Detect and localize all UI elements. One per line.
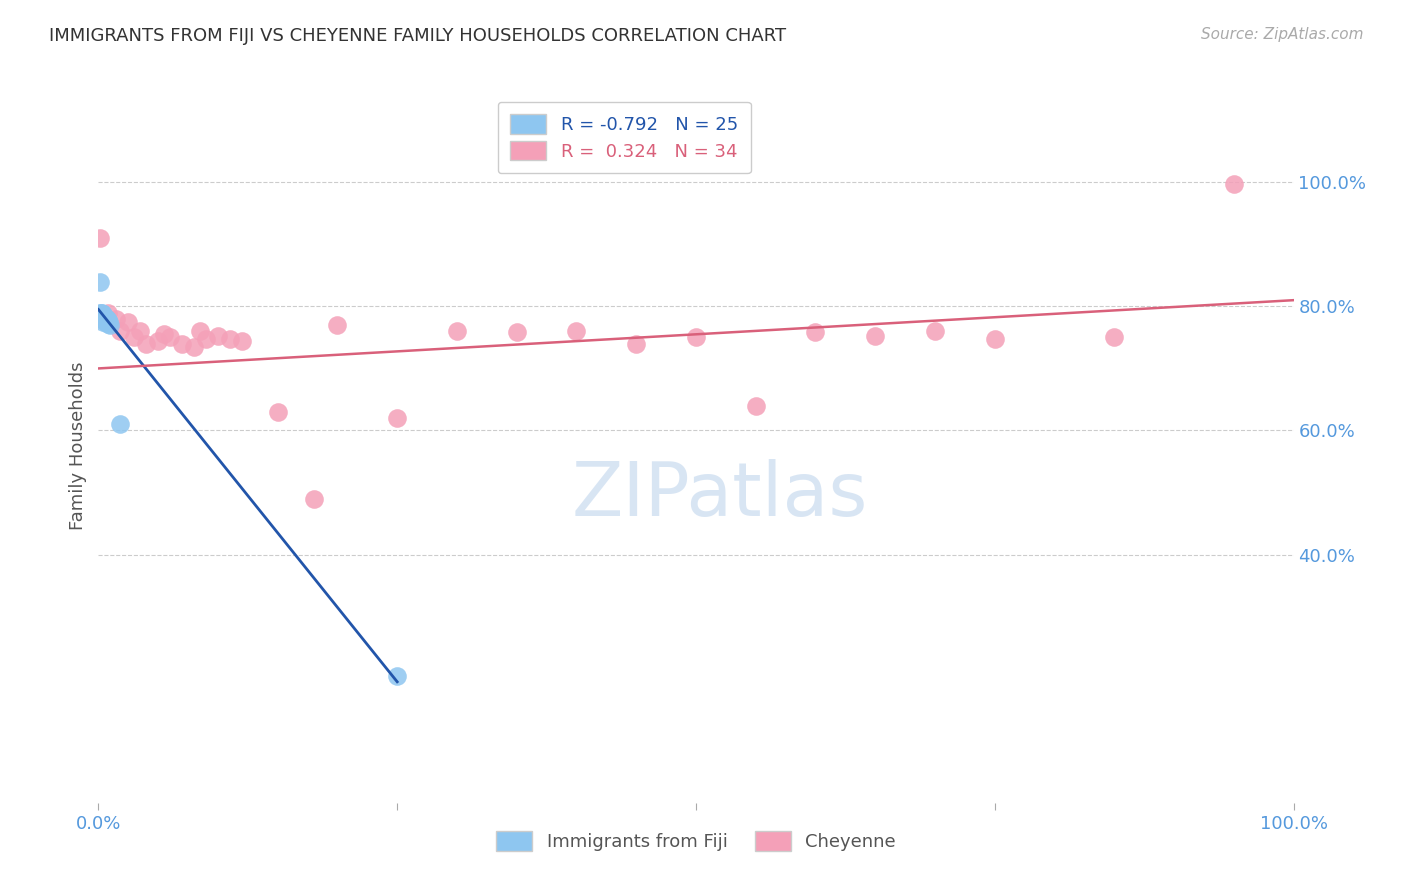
Point [626, 336, 648, 351]
Point [91, 307, 114, 321]
Point [804, 326, 827, 340]
Point [326, 318, 349, 332]
Point [91, 309, 114, 323]
Point [94, 310, 117, 325]
Point [98, 318, 122, 332]
Point [865, 329, 887, 343]
Point [207, 329, 229, 343]
Point [1104, 330, 1126, 344]
Point [97, 317, 120, 331]
Point [108, 324, 131, 338]
Text: ZIPatlas: ZIPatlas [572, 459, 868, 533]
Point [91, 305, 114, 319]
Point [90, 309, 112, 323]
Point [745, 399, 768, 413]
Text: IMMIGRANTS FROM FIJI VS CHEYENNE FAMILY HOUSEHOLDS CORRELATION CHART: IMMIGRANTS FROM FIJI VS CHEYENNE FAMILY … [49, 27, 786, 45]
Point [231, 334, 253, 348]
Point [105, 311, 128, 326]
Point [90, 305, 112, 319]
Point [117, 315, 139, 329]
Point [89, 305, 111, 319]
Point [93, 311, 115, 326]
Point [89, 275, 111, 289]
Point [195, 332, 218, 346]
Point [385, 411, 409, 425]
Point [183, 340, 205, 354]
Point [96, 311, 118, 326]
Point [96, 315, 118, 329]
Point [153, 327, 176, 342]
Legend: Immigrants from Fiji, Cheyenne: Immigrants from Fiji, Cheyenne [489, 823, 903, 858]
Point [124, 330, 146, 344]
Point [135, 336, 157, 351]
Point [129, 324, 152, 338]
Point [148, 334, 170, 348]
Point [506, 326, 529, 340]
Point [91, 310, 114, 325]
Point [97, 305, 120, 319]
Point [159, 330, 181, 344]
Point [93, 313, 115, 327]
Point [267, 405, 290, 419]
Point [94, 313, 117, 327]
Point [219, 332, 242, 346]
Point [93, 309, 115, 323]
Point [1223, 177, 1246, 191]
Point [565, 324, 588, 338]
Point [89, 231, 111, 245]
Text: Source: ZipAtlas.com: Source: ZipAtlas.com [1201, 27, 1364, 42]
Point [97, 313, 120, 327]
Point [924, 324, 946, 338]
Point [446, 324, 468, 338]
Point [94, 315, 117, 329]
Point [108, 417, 131, 432]
Point [98, 315, 121, 329]
Point [385, 668, 409, 682]
Y-axis label: Family Households: Family Households [69, 362, 87, 530]
Point [984, 332, 1007, 346]
Point [302, 491, 325, 506]
Point [91, 315, 114, 329]
Point [685, 330, 707, 344]
Point [91, 313, 114, 327]
Point [91, 310, 114, 325]
Point [172, 336, 194, 351]
Point [188, 324, 211, 338]
